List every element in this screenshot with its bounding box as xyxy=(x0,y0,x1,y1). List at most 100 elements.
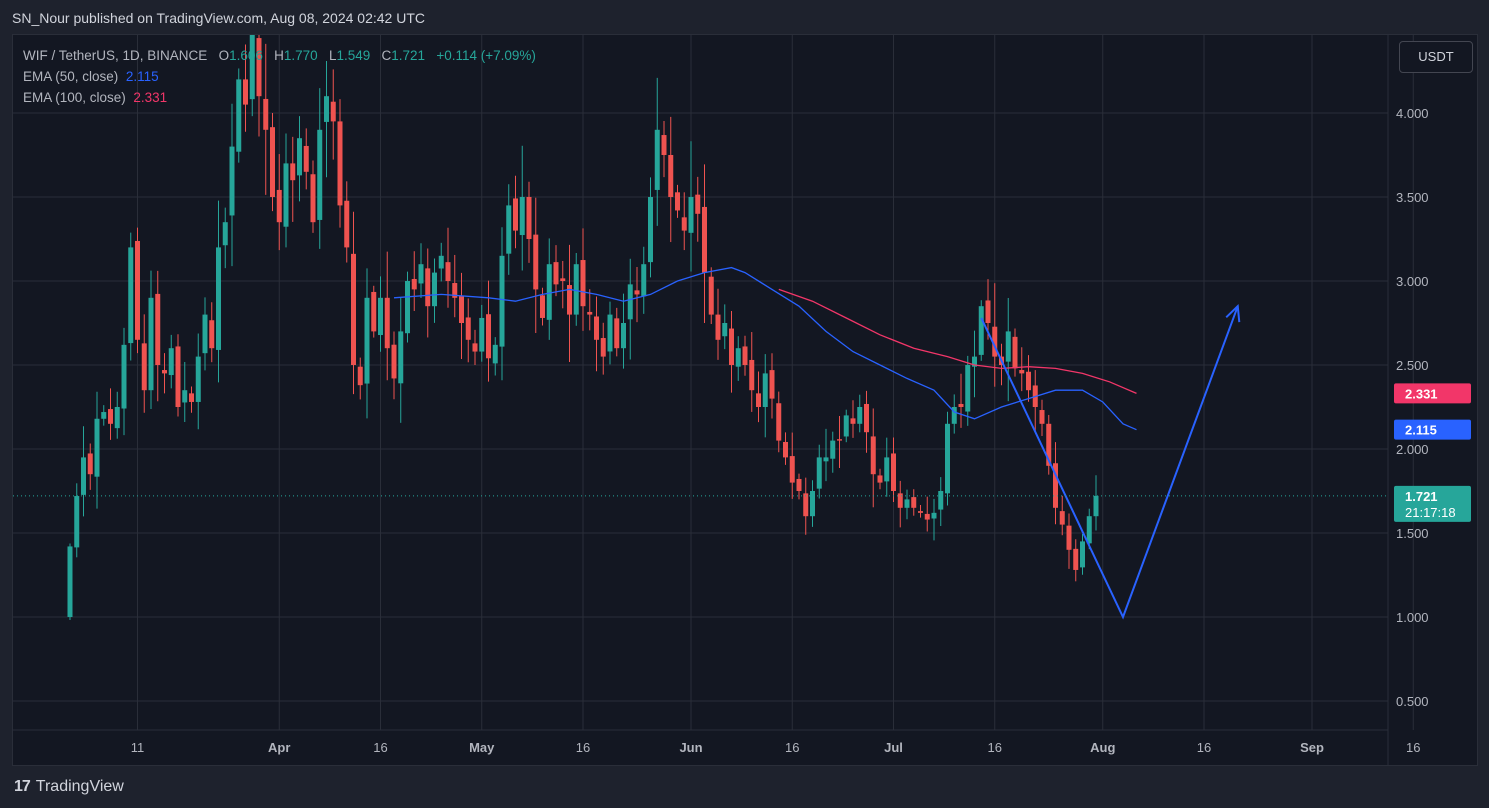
symbol-label[interactable]: WIF / TetherUS, 1D, BINANCE xyxy=(23,48,208,63)
candle-up[interactable] xyxy=(479,317,485,352)
candle-down[interactable] xyxy=(1046,423,1052,466)
candle-up[interactable] xyxy=(364,297,370,384)
currency-button[interactable]: USDT xyxy=(1399,41,1473,73)
candle-down[interactable] xyxy=(870,436,876,475)
candle-down[interactable] xyxy=(634,290,640,295)
candle-up[interactable] xyxy=(735,348,741,367)
candle-down[interactable] xyxy=(175,346,181,407)
candle-down[interactable] xyxy=(958,403,964,407)
candle-down[interactable] xyxy=(668,155,674,197)
candle-down[interactable] xyxy=(162,370,167,374)
candle-down[interactable] xyxy=(411,278,417,290)
candle-down[interactable] xyxy=(695,194,701,214)
candle-down[interactable] xyxy=(567,285,572,315)
candle-up[interactable] xyxy=(641,264,647,297)
candle-down[interactable] xyxy=(553,262,559,285)
candle-up[interactable] xyxy=(621,323,626,349)
candle-up[interactable] xyxy=(249,35,255,100)
candle-up[interactable] xyxy=(607,314,613,352)
candle-down[interactable] xyxy=(769,370,775,399)
candle-down[interactable] xyxy=(330,101,336,122)
candle-up[interactable] xyxy=(978,306,984,355)
candle-down[interactable] xyxy=(560,278,566,281)
candle-up[interactable] xyxy=(81,457,86,495)
candle-up[interactable] xyxy=(216,247,221,350)
candle-up[interactable] xyxy=(546,264,552,320)
candle-up[interactable] xyxy=(1080,541,1085,568)
candle-up[interactable] xyxy=(297,138,302,176)
candle-up[interactable] xyxy=(324,96,329,122)
candle-up[interactable] xyxy=(418,264,424,284)
candle-down[interactable] xyxy=(783,441,788,458)
candle-up[interactable] xyxy=(378,297,383,336)
candle-down[interactable] xyxy=(850,418,856,424)
candle-down[interactable] xyxy=(1053,463,1058,508)
candle-up[interactable] xyxy=(688,197,694,233)
candle-up[interactable] xyxy=(810,491,815,517)
candle-down[interactable] xyxy=(337,121,343,206)
candle-down[interactable] xyxy=(189,393,194,402)
candle-down[interactable] xyxy=(1066,525,1072,550)
candle-down[interactable] xyxy=(533,234,539,290)
candle-up[interactable] xyxy=(648,197,653,263)
candle-down[interactable] xyxy=(371,291,377,332)
ema50-row[interactable]: EMA (50, close) 2.115 xyxy=(23,66,536,87)
candle-down[interactable] xyxy=(1059,511,1065,525)
candle-up[interactable] xyxy=(148,297,154,391)
candle-down[interactable] xyxy=(837,439,842,441)
candle-down[interactable] xyxy=(756,393,761,407)
candle-up[interactable] xyxy=(168,348,174,376)
candle-up[interactable] xyxy=(438,255,444,269)
candle-down[interactable] xyxy=(702,206,707,273)
candle-down[interactable] xyxy=(276,189,282,223)
candle-down[interactable] xyxy=(141,343,147,391)
candle-down[interactable] xyxy=(580,260,586,307)
v-shape-drawing[interactable] xyxy=(980,305,1239,620)
candle-down[interactable] xyxy=(1026,371,1031,391)
candle-up[interactable] xyxy=(884,457,890,482)
candle-up[interactable] xyxy=(202,314,208,354)
candle-down[interactable] xyxy=(614,318,620,349)
candle-up[interactable] xyxy=(972,356,977,367)
candle-down[interactable] xyxy=(513,198,518,231)
candle-up[interactable] xyxy=(1005,331,1011,362)
tradingview-logo[interactable]: 17 TradingView xyxy=(14,778,124,796)
candle-down[interactable] xyxy=(924,513,930,520)
candle-down[interactable] xyxy=(391,344,397,379)
candle-up[interactable] xyxy=(857,407,863,424)
candle-down[interactable] xyxy=(256,38,262,97)
candle-down[interactable] xyxy=(263,98,269,130)
candle-down[interactable] xyxy=(135,240,140,340)
candle-up[interactable] xyxy=(128,247,134,344)
candle-up[interactable] xyxy=(101,412,107,419)
candle-up[interactable] xyxy=(114,407,120,429)
candle-up[interactable] xyxy=(94,418,100,477)
candle-up[interactable] xyxy=(236,79,242,152)
candle-up[interactable] xyxy=(1086,516,1092,544)
candle-down[interactable] xyxy=(918,511,923,513)
candle-down[interactable] xyxy=(452,283,458,298)
candle-up[interactable] xyxy=(816,457,822,489)
candle-down[interactable] xyxy=(864,403,869,433)
candle-up[interactable] xyxy=(405,281,410,334)
candle-up[interactable] xyxy=(222,222,228,246)
candle-up[interactable] xyxy=(317,129,323,220)
candle-down[interactable] xyxy=(472,343,478,352)
candle-up[interactable] xyxy=(74,496,80,548)
candle-down[interactable] xyxy=(425,268,431,307)
candle-up[interactable] xyxy=(573,264,579,315)
candle-down[interactable] xyxy=(749,359,755,391)
candle-down[interactable] xyxy=(1012,336,1018,369)
candle-down[interactable] xyxy=(587,311,593,315)
candle-up[interactable] xyxy=(931,512,937,519)
candle-up[interactable] xyxy=(722,323,728,337)
candle-down[interactable] xyxy=(897,493,903,508)
candle-down[interactable] xyxy=(796,478,802,491)
candle-down[interactable] xyxy=(675,192,680,211)
candle-up[interactable] xyxy=(762,373,768,407)
candle-down[interactable] xyxy=(803,493,809,517)
candle-down[interactable] xyxy=(594,316,599,340)
candle-down[interactable] xyxy=(445,262,451,281)
candle-down[interactable] xyxy=(486,314,491,359)
candle-down[interactable] xyxy=(891,453,896,491)
